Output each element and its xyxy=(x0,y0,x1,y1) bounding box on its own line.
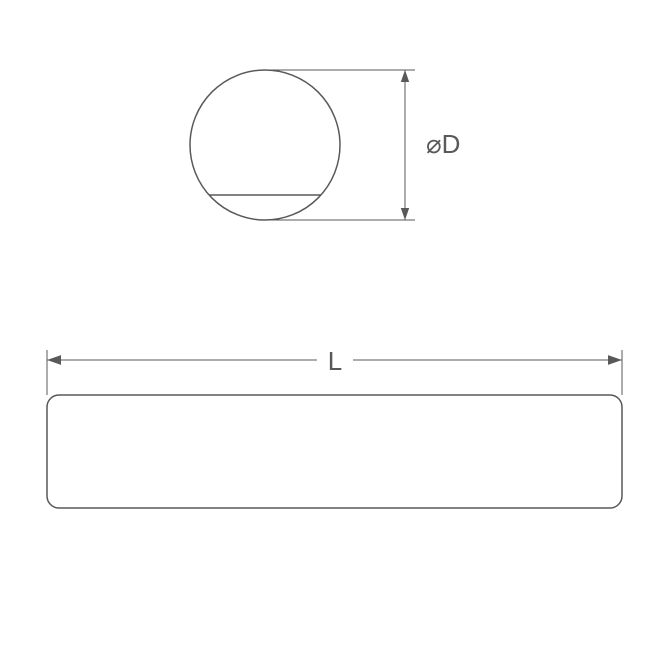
dim-arrowhead xyxy=(47,355,61,365)
technical-drawing: ⌀D L xyxy=(0,0,670,670)
dim-arrowhead xyxy=(608,355,622,365)
dim-arrowhead xyxy=(401,70,409,82)
dim-arrowhead xyxy=(401,208,409,220)
side-view-rect xyxy=(47,395,622,508)
dim-label-length: L xyxy=(328,346,342,376)
dim-label-diameter: ⌀D xyxy=(426,129,460,159)
cross-section-circle xyxy=(190,70,340,220)
